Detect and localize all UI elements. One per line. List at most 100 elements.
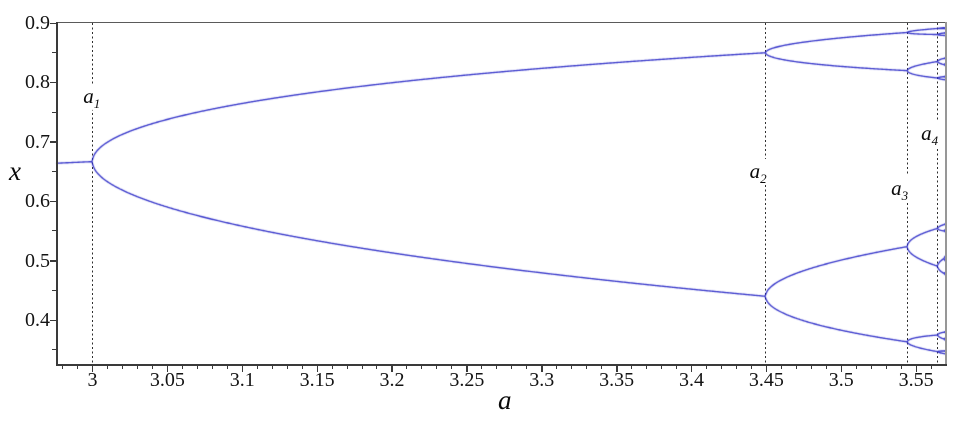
x-major-tick	[541, 366, 543, 372]
y-axis-label: x	[9, 156, 21, 186]
x-tick-label: 3.35	[599, 369, 635, 391]
x-minor-tick	[226, 366, 228, 369]
x-minor-tick	[571, 366, 573, 369]
y-major-tick	[50, 260, 56, 262]
x-major-tick	[166, 366, 169, 372]
x-minor-tick	[451, 366, 453, 369]
y-major-tick	[50, 319, 56, 322]
x-tick-label: 3.25	[449, 369, 485, 391]
x-major-tick	[391, 366, 393, 372]
x-minor-tick	[661, 366, 662, 369]
x-axis-label: a	[498, 385, 512, 415]
x-tick-label: 3.05	[149, 369, 185, 391]
y-tick-label: 0.7	[25, 130, 50, 153]
y-minor-tick	[52, 230, 56, 232]
bifurcation-label-4: a4	[918, 120, 942, 148]
x-minor-tick	[76, 366, 78, 369]
x-minor-tick	[586, 366, 588, 369]
x-major-tick	[690, 366, 693, 372]
x-minor-tick	[855, 366, 857, 369]
x-minor-tick	[256, 366, 258, 369]
y-axis-line	[56, 22, 58, 366]
y-major-tick	[50, 141, 56, 143]
x-minor-tick	[331, 366, 333, 369]
x-minor-tick	[556, 366, 558, 369]
x-minor-tick	[780, 366, 782, 369]
x-major-tick	[765, 366, 768, 372]
x-minor-tick	[421, 366, 423, 369]
y-minor-tick	[52, 171, 56, 173]
x-minor-tick	[286, 366, 288, 369]
x-minor-tick	[526, 366, 528, 369]
bifurcation-label-1: a1	[80, 83, 104, 110]
y-minor-tick	[52, 111, 56, 113]
x-minor-tick	[151, 366, 153, 369]
x-tick-label: 3.3	[529, 369, 555, 391]
x-axis-line	[56, 364, 947, 366]
x-minor-tick	[136, 366, 138, 369]
y-major-tick	[50, 22, 56, 24]
x-minor-tick	[271, 366, 273, 369]
x-minor-tick	[705, 366, 707, 369]
y-tick-label: 0.8	[25, 71, 50, 94]
x-minor-tick	[735, 366, 737, 369]
y-minor-tick	[52, 349, 56, 351]
x-tick-label: 3.2	[379, 369, 405, 391]
x-minor-tick	[481, 366, 483, 369]
y-tick-label: 0.6	[25, 190, 50, 213]
x-minor-tick	[825, 366, 827, 369]
bifurcation-label-3: a3	[888, 176, 912, 203]
plot-frame-right	[945, 22, 947, 366]
x-minor-tick	[870, 366, 872, 369]
x-minor-tick	[631, 366, 633, 369]
x-minor-tick	[121, 366, 123, 369]
x-tick-label: 3.1	[229, 369, 255, 391]
x-minor-tick	[720, 366, 722, 369]
y-major-tick	[50, 200, 56, 203]
x-minor-tick	[675, 366, 677, 369]
x-minor-tick	[211, 366, 213, 369]
x-major-tick	[915, 366, 918, 372]
x-minor-tick	[646, 366, 648, 369]
y-minor-tick	[52, 289, 56, 291]
y-minor-tick	[52, 52, 56, 54]
x-minor-tick	[810, 366, 812, 369]
x-minor-tick	[301, 366, 303, 369]
y-major-tick	[50, 81, 56, 84]
x-major-tick	[316, 366, 319, 372]
x-minor-tick	[885, 366, 887, 369]
x-minor-tick	[750, 366, 752, 369]
plot-frame-top	[56, 22, 947, 23]
x-minor-tick	[196, 366, 198, 369]
x-minor-tick	[795, 366, 797, 369]
x-minor-tick	[346, 366, 348, 369]
x-tick-label: 3	[87, 369, 98, 391]
x-tick-label: 3.4	[678, 369, 704, 391]
y-tick-label: 0.5	[25, 249, 50, 272]
x-minor-tick	[61, 366, 63, 369]
y-tick-label: 0.4	[25, 309, 50, 332]
x-minor-tick	[106, 366, 108, 369]
bifurcation-label-2: a2	[746, 159, 770, 186]
x-major-tick	[616, 366, 618, 372]
x-tick-label: 3.5	[828, 369, 854, 391]
x-minor-tick	[181, 366, 183, 369]
x-minor-tick	[511, 366, 513, 369]
x-minor-tick	[601, 366, 603, 369]
x-minor-tick	[406, 366, 408, 369]
x-tick-label: 3.15	[299, 369, 335, 391]
x-minor-tick	[436, 366, 438, 369]
x-major-tick	[466, 366, 468, 372]
x-minor-tick	[496, 366, 498, 369]
x-major-tick	[840, 366, 843, 372]
x-major-tick	[91, 366, 94, 372]
x-tick-label: 3.45	[748, 369, 784, 391]
x-minor-tick	[361, 366, 363, 369]
x-minor-tick	[376, 366, 378, 369]
x-major-tick	[241, 366, 244, 372]
y-tick-label: 0.9	[25, 12, 50, 34]
x-tick-label: 3.55	[898, 369, 934, 391]
x-minor-tick	[930, 366, 932, 369]
